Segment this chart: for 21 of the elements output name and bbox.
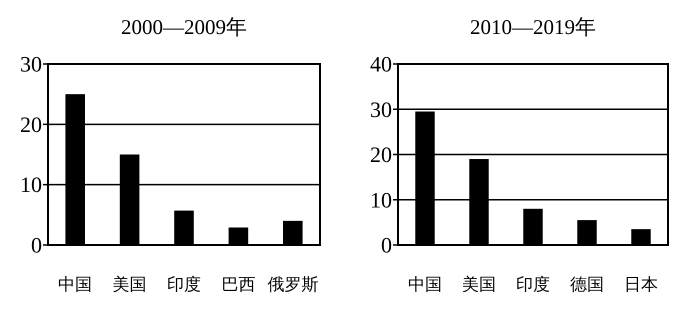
y-tick-label: 40: [370, 52, 392, 76]
y-tick-label: 20: [20, 112, 42, 137]
chart-title: 2000—2009年: [121, 15, 247, 39]
y-tick-label: 30: [370, 96, 392, 122]
x-tick-label: 印度: [516, 275, 550, 295]
y-tick-label: 30: [20, 52, 42, 76]
y-tick-label: 20: [370, 142, 392, 167]
y-tick-label: 0: [31, 232, 42, 258]
x-tick-label: 德国: [570, 275, 604, 295]
x-tick-label: 俄罗斯: [267, 275, 318, 295]
y-tick-label: 10: [370, 187, 392, 212]
x-tick-label: 美国: [112, 275, 147, 295]
y-tick-label: 0: [381, 232, 392, 258]
x-tick-label: 巴西: [221, 275, 256, 295]
x-tick-label: 中国: [58, 275, 92, 295]
y-tick-label: 10: [20, 172, 42, 198]
x-tick-label: 美国: [462, 275, 496, 295]
chart-title: 2010—2019年: [470, 15, 596, 39]
x-tick-label: 中国: [408, 275, 442, 295]
x-tick-label: 印度: [167, 275, 201, 295]
x-tick-label: 日本: [624, 275, 658, 295]
